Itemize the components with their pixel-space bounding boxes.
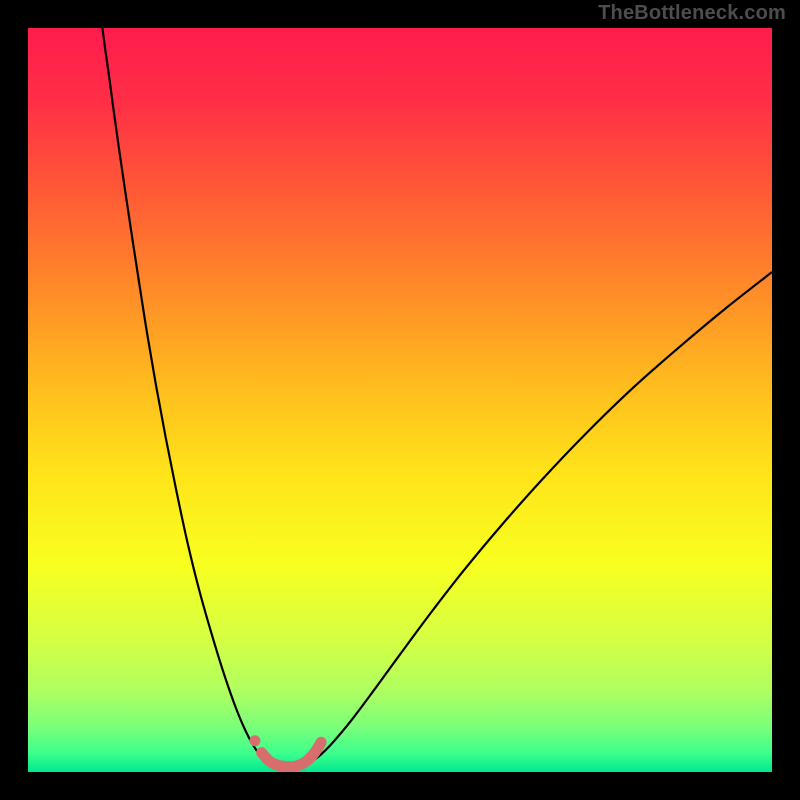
chart-container: TheBottleneck.com xyxy=(0,0,800,800)
watermark-text: TheBottleneck.com xyxy=(598,2,786,25)
plot-gradient-background xyxy=(28,28,772,772)
chart-svg xyxy=(0,0,800,800)
trough-marker-dot xyxy=(249,735,260,746)
